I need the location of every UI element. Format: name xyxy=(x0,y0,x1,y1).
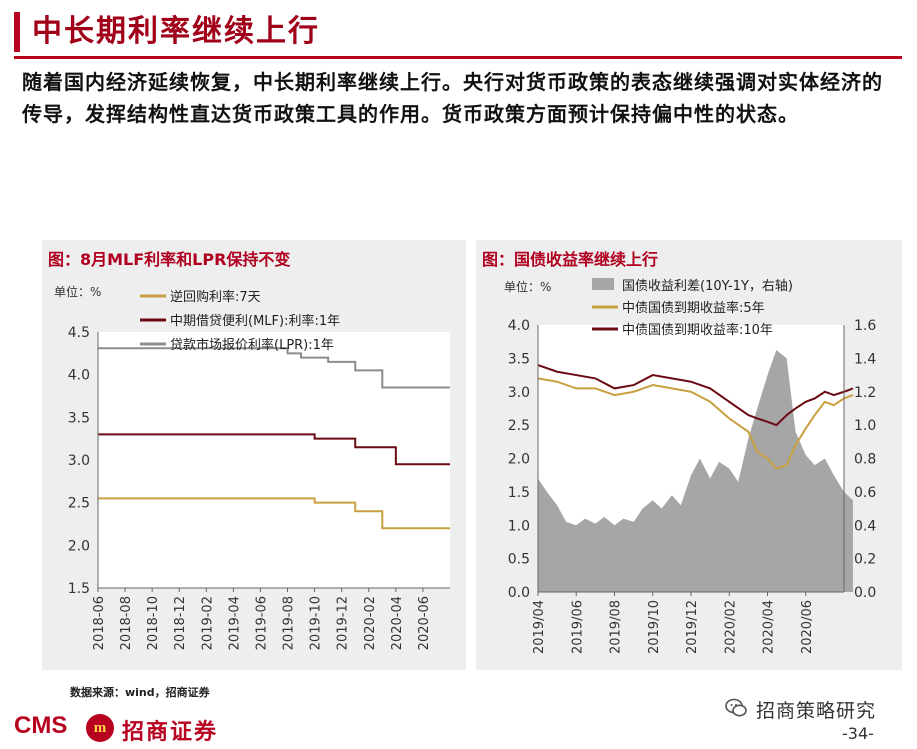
watermark-text: 招商策略研究 xyxy=(756,700,877,722)
x-tick-label: 2019/12 xyxy=(685,600,700,654)
page-title: 中长期利率继续上行 xyxy=(32,14,320,49)
legend-label-2: 中债国债到期收益率:10年 xyxy=(622,322,773,338)
series-line-2 xyxy=(98,347,450,389)
legend-label-1: 中债国债到期收益率:5年 xyxy=(622,300,765,316)
y2-tick-label: 0.0 xyxy=(854,585,876,601)
x-tick-label: 2018-06 xyxy=(92,596,107,650)
page-number: -34- xyxy=(842,724,874,743)
series-area-0 xyxy=(538,350,853,592)
chart-panel-policy-rates: 图：8月MLF利率和LPR保持不变 单位：% 1.5 2.0 2.5 3.0 3.5 4.0… xyxy=(42,240,466,670)
legend-label-0: 逆回购利率:7天 xyxy=(170,289,261,305)
cms-logo: CMS m 招商证券 xyxy=(14,712,274,745)
logo-emblem-icon: m xyxy=(86,714,114,742)
wechat-icon xyxy=(725,698,747,717)
x-tick-label: 2019/04 xyxy=(532,600,547,654)
x-tick-label: 2020/06 xyxy=(800,600,815,654)
y2-tick-label: 1.0 xyxy=(854,418,876,434)
chart-panel-bond-yields: 图：国债收益率继续上行 单位：% 0.0 0.5 1.0 1.5 2.0 2.5 3.0 3.5… xyxy=(476,240,902,670)
x-tick-label: 2019-02 xyxy=(200,596,215,650)
y2-tick-label: 1.2 xyxy=(854,385,876,401)
x-tick-label: 2020-02 xyxy=(363,596,378,650)
y-tick-label: 1.5 xyxy=(508,485,530,501)
x-tick-label: 2018-12 xyxy=(173,596,188,650)
data-source-note: 数据来源：wind，招商证券 xyxy=(70,686,210,699)
x-tick-label: 2020/02 xyxy=(723,600,738,654)
logo-cms-text: CMS xyxy=(14,712,68,739)
x-tick-label: 2019-06 xyxy=(254,596,269,650)
unit-label: 单位：% xyxy=(504,279,551,294)
wechat-watermark: 招商策略研究 xyxy=(724,696,904,722)
title-bar: 中长期利率继续上行 xyxy=(14,10,902,59)
y-tick-label: 0.5 xyxy=(508,552,530,568)
x-tick-label: 2019-10 xyxy=(309,596,324,650)
x-tick-label: 2019-04 xyxy=(227,596,242,650)
y-tick-label: 3.5 xyxy=(68,410,90,426)
x-tick-label: 2020-06 xyxy=(417,596,432,650)
legend-swatch-0 xyxy=(592,278,614,290)
legend-label-0: 国债收益利差(10Y-1Y，右轴) xyxy=(622,279,793,294)
legend-label-1: 中期借贷便利(MLF):利率:1年 xyxy=(170,313,340,329)
series-line-0 xyxy=(98,497,450,530)
unit-label: 单位：% xyxy=(54,284,101,299)
logo-company-name: 招商证券 xyxy=(122,720,219,745)
y-tick-label: 2.5 xyxy=(68,496,90,512)
x-tick-label: 2019-12 xyxy=(336,596,351,650)
title-accent-bar xyxy=(14,12,20,52)
plot-area xyxy=(98,332,450,588)
y2-tick-label: 1.6 xyxy=(854,318,876,334)
x-tick-label: 2018-10 xyxy=(146,596,161,650)
title-underline xyxy=(14,56,902,59)
y-tick-label: 3.0 xyxy=(508,385,530,401)
legend-label-2: 贷款市场报价利率(LPR):1年 xyxy=(170,337,334,353)
y2-tick-label: 0.2 xyxy=(854,552,876,568)
x-tick-label: 2019/08 xyxy=(609,600,624,654)
y-tick-label: 1.5 xyxy=(68,581,90,597)
y-tick-label: 3.0 xyxy=(68,453,90,469)
series-line-1 xyxy=(537,377,854,470)
y-tick-label: 4.5 xyxy=(68,325,90,341)
series-line-1 xyxy=(98,433,450,466)
x-tick-label: 2019/10 xyxy=(647,600,662,654)
chart-bond-yields: 单位：% 0.0 0.5 1.0 1.5 2.0 2.5 3.0 3.5 4.0 0.0 0.2 0.4… xyxy=(504,278,876,654)
x-tick-label: 2019/06 xyxy=(570,600,585,654)
series-line-2 xyxy=(537,364,854,427)
y-tick-label: 4.0 xyxy=(68,368,90,384)
intro-paragraph: 随着国内经济延续恢复，中长期利率继续上行。央行对货币政策的表态继续强调对实体经济… xyxy=(22,70,883,126)
y-tick-label: 2.5 xyxy=(508,418,530,434)
x-tick-label: 2020-04 xyxy=(390,596,405,650)
y-tick-label: 2.0 xyxy=(68,538,90,554)
y-tick-label: 2.0 xyxy=(508,452,530,468)
chart-title-bond-yields: 图：国债收益率继续上行 xyxy=(482,250,659,269)
y-tick-label: 0.0 xyxy=(508,585,530,601)
y-tick-label: 1.0 xyxy=(508,518,530,534)
chart-title-policy-rates: 图：8月MLF利率和LPR保持不变 xyxy=(48,250,291,269)
x-tick-label: 2019-08 xyxy=(282,596,297,650)
y2-tick-label: 0.6 xyxy=(854,485,876,501)
y-tick-label: 4.0 xyxy=(508,318,530,334)
y2-tick-label: 0.8 xyxy=(854,452,876,468)
chart-policy-rates: 单位：% 1.5 2.0 2.5 3.0 3.5 4.0 4.5 2018-06 2018-08 2… xyxy=(54,284,450,650)
x-tick-label: 2020/04 xyxy=(762,600,777,654)
y-tick-label: 3.5 xyxy=(508,351,530,367)
y2-tick-label: 0.4 xyxy=(854,518,876,534)
y2-tick-label: 1.4 xyxy=(854,351,876,367)
x-tick-label: 2018-08 xyxy=(119,596,134,650)
